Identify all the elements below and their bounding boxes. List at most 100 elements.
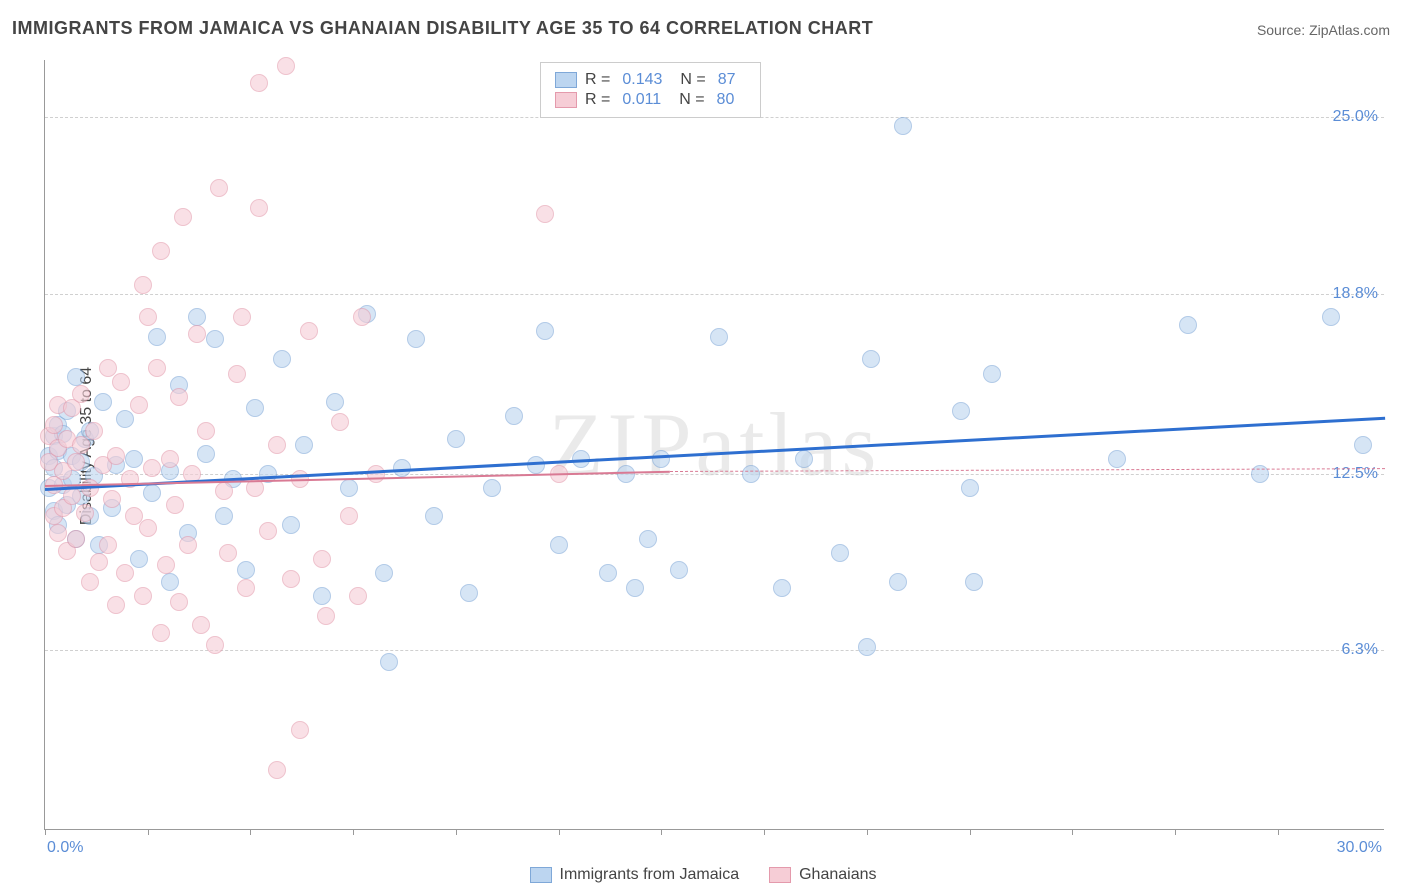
data-point (550, 536, 568, 554)
data-point (152, 624, 170, 642)
data-point (961, 479, 979, 497)
data-point (670, 561, 688, 579)
data-point (1251, 465, 1269, 483)
data-point (152, 242, 170, 260)
correlation-legend: R =0.143N =87R =0.011N =80 (540, 62, 761, 118)
data-point (134, 587, 152, 605)
r-label: R = (585, 71, 610, 89)
data-point (313, 587, 331, 605)
data-point (773, 579, 791, 597)
data-point (233, 308, 251, 326)
x-tick (353, 829, 354, 835)
data-point (143, 459, 161, 477)
data-point (192, 616, 210, 634)
data-point (99, 536, 117, 554)
legend-item: Immigrants from Jamaica (530, 866, 740, 884)
data-point (215, 507, 233, 525)
data-point (300, 322, 318, 340)
data-point (527, 456, 545, 474)
data-point (425, 507, 443, 525)
data-point (170, 593, 188, 611)
data-point (228, 365, 246, 383)
data-point (795, 450, 813, 468)
x-tick (148, 829, 149, 835)
data-point (447, 430, 465, 448)
regression-line (45, 416, 1385, 490)
source-citation: Source: ZipAtlas.com (1257, 22, 1390, 38)
watermark-text: ZIPatlas (549, 393, 881, 496)
data-point (215, 482, 233, 500)
legend-row: R =0.143N =87 (555, 71, 746, 89)
data-point (246, 399, 264, 417)
data-point (219, 544, 237, 562)
data-point (237, 579, 255, 597)
r-value: 0.011 (622, 91, 661, 109)
data-point (139, 519, 157, 537)
data-point (250, 74, 268, 92)
data-point (1108, 450, 1126, 468)
data-point (331, 413, 349, 431)
data-point (858, 638, 876, 656)
data-point (505, 407, 523, 425)
data-point (250, 199, 268, 217)
data-point (99, 359, 117, 377)
data-point (626, 579, 644, 597)
gridline (45, 650, 1384, 651)
data-point (460, 584, 478, 602)
data-point (483, 479, 501, 497)
data-point (862, 350, 880, 368)
x-tick (970, 829, 971, 835)
data-point (277, 57, 295, 75)
data-point (317, 607, 335, 625)
data-point (76, 504, 94, 522)
x-tick (867, 829, 868, 835)
data-point (1322, 308, 1340, 326)
gridline (45, 294, 1384, 295)
regression-line (670, 468, 1385, 472)
x-tick (456, 829, 457, 835)
data-point (130, 396, 148, 414)
data-point (166, 496, 184, 514)
data-point (81, 573, 99, 591)
x-tick (45, 829, 46, 835)
x-tick (250, 829, 251, 835)
data-point (94, 393, 112, 411)
chart-title: IMMIGRANTS FROM JAMAICA VS GHANAIAN DISA… (12, 18, 873, 39)
x-tick (764, 829, 765, 835)
x-tick (559, 829, 560, 835)
data-point (85, 422, 103, 440)
data-point (67, 530, 85, 548)
data-point (161, 450, 179, 468)
r-label: R = (585, 91, 610, 109)
data-point (268, 436, 286, 454)
data-point (889, 573, 907, 591)
data-point (134, 276, 152, 294)
data-point (407, 330, 425, 348)
data-point (210, 179, 228, 197)
data-point (367, 465, 385, 483)
data-point (63, 487, 81, 505)
legend-swatch (530, 867, 552, 883)
data-point (148, 328, 166, 346)
data-point (107, 447, 125, 465)
data-point (125, 450, 143, 468)
data-point (237, 561, 255, 579)
series-legend: Immigrants from JamaicaGhanaians (0, 866, 1406, 884)
legend-swatch (555, 92, 577, 108)
data-point (536, 322, 554, 340)
data-point (340, 507, 358, 525)
legend-series-name: Immigrants from Jamaica (560, 866, 740, 884)
data-point (139, 308, 157, 326)
data-point (67, 453, 85, 471)
data-point (188, 308, 206, 326)
n-value: 80 (717, 91, 735, 109)
data-point (710, 328, 728, 346)
data-point (375, 564, 393, 582)
data-point (107, 596, 125, 614)
source-value: ZipAtlas.com (1309, 22, 1390, 38)
gridline (45, 474, 1384, 475)
data-point (536, 205, 554, 223)
data-point (72, 436, 90, 454)
data-point (49, 524, 67, 542)
data-point (1354, 436, 1372, 454)
